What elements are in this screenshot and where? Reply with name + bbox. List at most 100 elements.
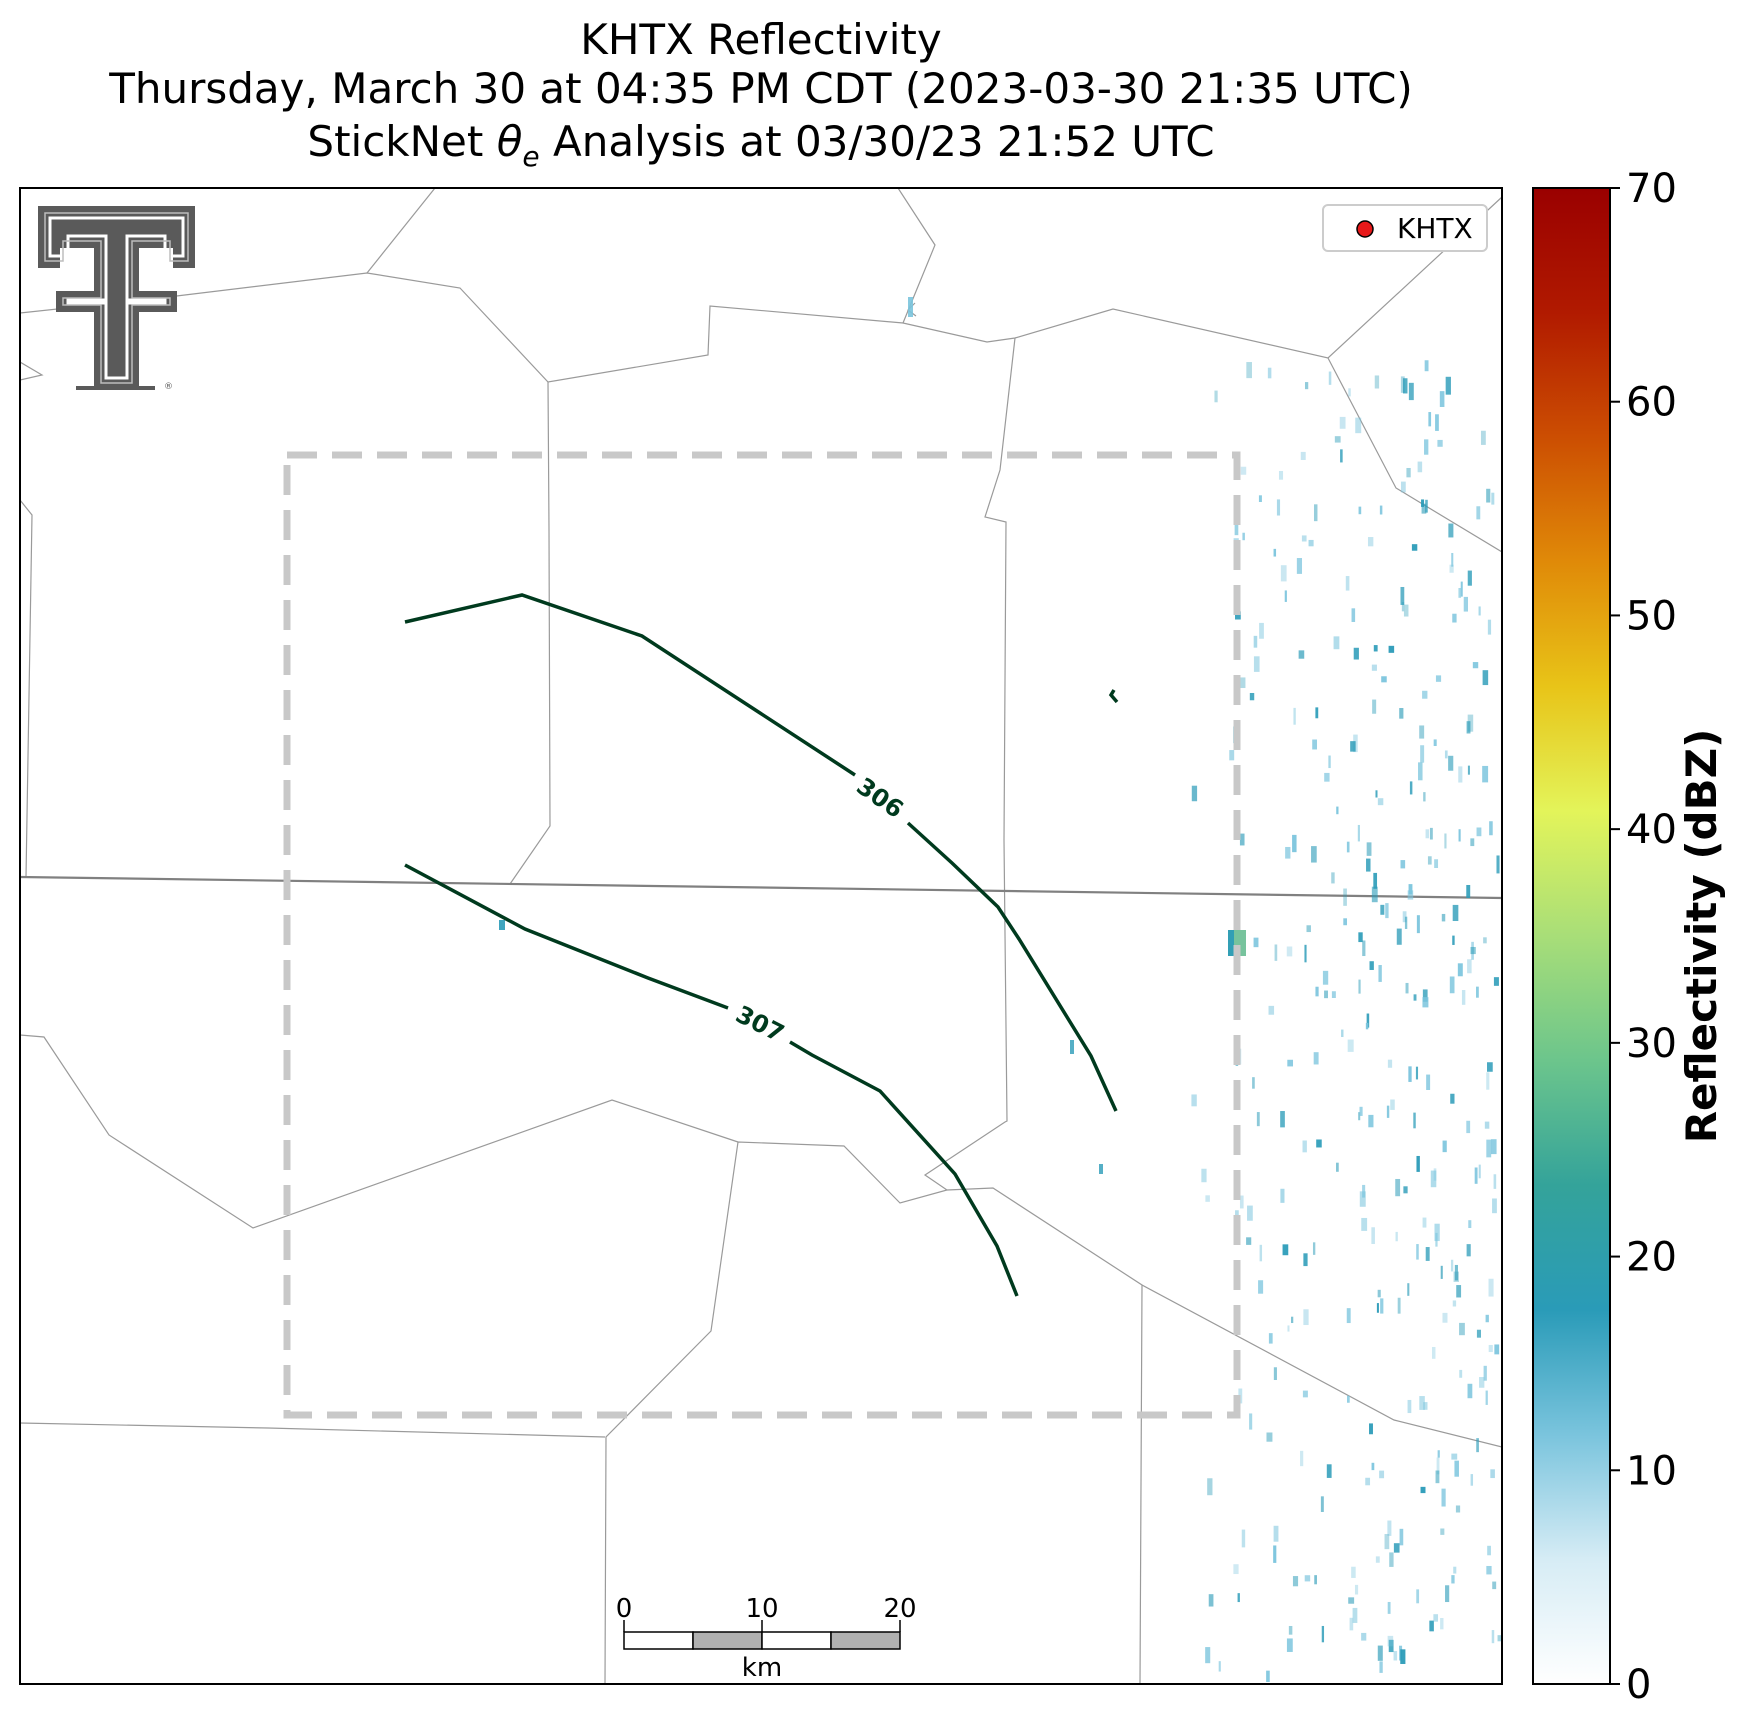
reflectivity-echo (1433, 739, 1437, 747)
reflectivity-echo (1456, 1285, 1462, 1298)
reflectivity-echo (1258, 495, 1262, 502)
reflectivity-echo (1450, 1259, 1454, 1272)
reflectivity-echo (1286, 946, 1293, 957)
reflectivity-echo (1348, 388, 1351, 397)
reflectivity-echo (1233, 1564, 1239, 1575)
reflectivity-echo (1490, 1139, 1497, 1155)
title-datetime: Thursday, March 30 at 04:35 PM CDT (2023… (108, 64, 1413, 113)
reflectivity-echo (1482, 765, 1489, 783)
reflectivity-echo (1445, 376, 1451, 395)
reflectivity-echo (1408, 382, 1414, 401)
reflectivity-echo (1301, 535, 1307, 542)
reflectivity-echo (1259, 622, 1264, 639)
reflectivity-echo (1362, 940, 1366, 957)
reflectivity-echo (1268, 1333, 1273, 1344)
reflectivity-echo (1293, 707, 1296, 725)
reflectivity-echo (1488, 1344, 1493, 1353)
reflectivity-echo (908, 297, 913, 317)
reflectivity-echo (1420, 1486, 1426, 1494)
title-analysis-suffix: Analysis at 03/30/23 21:52 UTC (540, 117, 1215, 166)
reflectivity-echo (1351, 608, 1356, 622)
reflectivity-echo (1377, 1289, 1381, 1298)
reflectivity-echo (1328, 755, 1331, 769)
reflectivity-echo (1249, 1413, 1253, 1430)
reflectivity-echo (1486, 488, 1491, 503)
reflectivity-echo (1468, 1220, 1472, 1229)
reflectivity-echo (1497, 1635, 1502, 1642)
reflectivity-echo (1373, 872, 1378, 889)
reflectivity-echo (1433, 1614, 1439, 1622)
colorbar-tick-30: 30 (1626, 1021, 1677, 1067)
reflectivity-echo (1429, 1620, 1434, 1632)
reflectivity-echo (1386, 1105, 1390, 1118)
reflectivity-echo (1496, 855, 1500, 874)
reflectivity-echo (1479, 1377, 1485, 1388)
reflectivity-echo (1440, 1528, 1445, 1535)
reflectivity-echo (1400, 481, 1406, 493)
reflectivity-echo (1315, 986, 1319, 997)
colorbar-tick-20: 20 (1626, 1235, 1677, 1281)
reflectivity-echo (1326, 1464, 1332, 1478)
reflectivity-echo (1493, 977, 1499, 986)
reflectivity-echo (1489, 821, 1493, 836)
svg-text:®: ® (164, 382, 173, 392)
reflectivity-echo (1457, 963, 1463, 977)
scale-segment-3 (761, 1631, 832, 1650)
reflectivity-echo (1346, 841, 1350, 853)
analysis-domain-box (283, 451, 1241, 1419)
reflectivity-echo (1413, 1112, 1416, 1129)
colorbar-tick-50: 50 (1626, 593, 1677, 639)
reflectivity-echo (1445, 1585, 1450, 1603)
colorbar-label: Reflectivity (dBZ) (1677, 729, 1726, 1144)
reflectivity-echo (1416, 1244, 1419, 1260)
reflectivity-echo (1375, 1556, 1380, 1563)
reflectivity-echo (1454, 1264, 1458, 1281)
reflectivity-echo (1228, 930, 1234, 956)
reflectivity-echo (1451, 552, 1454, 567)
colorbar: 0 10 20 30 40 50 60 70 Reflectivity (dBZ) (1532, 166, 1726, 1708)
reflectivity-echo (1258, 1280, 1264, 1294)
reflectivity-echo (1276, 499, 1281, 516)
reflectivity-echo (1466, 721, 1471, 734)
reflectivity-echo (1396, 928, 1402, 945)
reflectivity-echo (1239, 833, 1245, 846)
reflectivity-echo (1452, 935, 1455, 945)
reflectivity-echo (1393, 1650, 1398, 1661)
reflectivity-echo (1387, 1059, 1393, 1068)
reflectivity-echo (1304, 382, 1309, 390)
reflectivity-echo (1403, 604, 1409, 617)
reflectivity-echo (1234, 519, 1239, 536)
reflectivity-echo (1421, 503, 1427, 514)
reflectivity-echo (1423, 1402, 1428, 1410)
reflectivity-echo (1436, 1457, 1440, 1475)
reflectivity-echo (1393, 1543, 1400, 1553)
reflectivity-echo (1328, 371, 1332, 385)
reflectivity-echo (1191, 1094, 1197, 1107)
reflectivity-echo (1365, 1477, 1371, 1486)
reflectivity-echo (1316, 1139, 1322, 1148)
colorbar-tick-70: 70 (1626, 166, 1677, 212)
theta-symbol: θ (497, 117, 523, 166)
reflectivity-echo (1070, 1040, 1074, 1054)
reflectivity-echo (1399, 708, 1404, 719)
reflectivity-echo (1450, 1093, 1455, 1104)
reflectivity-echo (1407, 1399, 1412, 1414)
theta-subscript: e (522, 140, 539, 173)
reflectivity-echo (1355, 417, 1362, 434)
reflectivity-echo (1387, 1601, 1391, 1614)
map-background (20, 188, 1502, 1684)
reflectivity-echo (1379, 1661, 1383, 1673)
reflectivity-echo (1467, 714, 1474, 732)
reflectivity-echo (1306, 925, 1311, 933)
reflectivity-echo (1239, 1195, 1244, 1209)
reflectivity-echo (1441, 1488, 1446, 1507)
reflectivity-echo (1246, 362, 1252, 379)
reflectivity-echo (1291, 1316, 1294, 1324)
reflectivity-echo (1442, 1140, 1447, 1153)
reflectivity-echo (1246, 1237, 1252, 1245)
reflectivity-echo (1331, 991, 1336, 998)
reflectivity-echo (1463, 596, 1468, 612)
reflectivity-echo (1400, 1649, 1406, 1664)
reflectivity-echo (1278, 470, 1284, 480)
reflectivity-echo (1421, 499, 1425, 507)
